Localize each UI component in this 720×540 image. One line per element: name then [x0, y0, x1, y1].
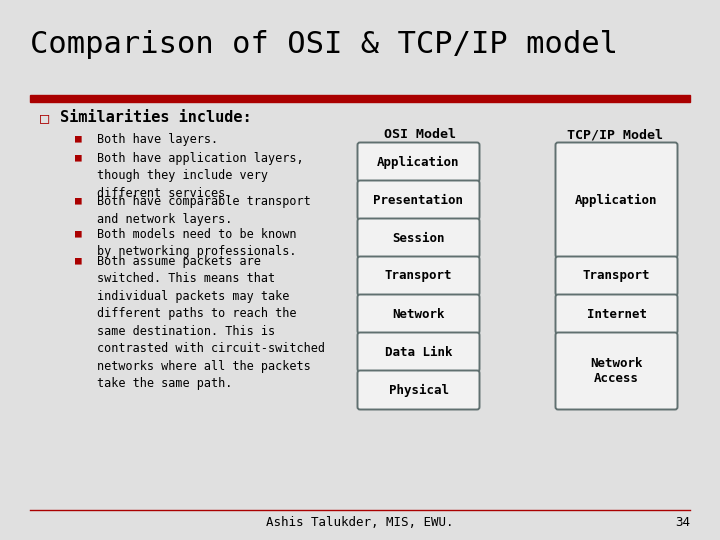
- Text: ■: ■: [75, 255, 82, 265]
- Text: Both assume packets are
switched. This means that
individual packets may take
di: Both assume packets are switched. This m…: [97, 255, 325, 390]
- Text: Session: Session: [392, 232, 445, 245]
- Text: TCP/IP Model: TCP/IP Model: [567, 128, 663, 141]
- Text: Physical: Physical: [389, 383, 449, 396]
- FancyBboxPatch shape: [556, 294, 678, 334]
- Text: ■: ■: [75, 195, 82, 205]
- Text: Network
Access: Network Access: [590, 357, 643, 385]
- FancyBboxPatch shape: [358, 219, 480, 258]
- FancyBboxPatch shape: [358, 370, 480, 409]
- Text: Application: Application: [377, 156, 460, 168]
- Bar: [30, 95, 690, 102]
- Text: ■: ■: [75, 152, 82, 162]
- FancyBboxPatch shape: [358, 256, 480, 295]
- Text: ■: ■: [75, 133, 82, 143]
- FancyBboxPatch shape: [556, 333, 678, 409]
- Text: 34: 34: [675, 516, 690, 529]
- Text: Comparison of OSI & TCP/IP model: Comparison of OSI & TCP/IP model: [30, 30, 618, 59]
- Text: Both have application layers,
though they include very
different services.: Both have application layers, though the…: [97, 152, 304, 200]
- FancyBboxPatch shape: [358, 180, 480, 219]
- Text: Transport: Transport: [582, 269, 650, 282]
- Text: Application: Application: [575, 193, 658, 206]
- FancyBboxPatch shape: [358, 333, 480, 372]
- Text: Network: Network: [392, 307, 445, 321]
- FancyBboxPatch shape: [556, 143, 678, 258]
- Text: Ashis Talukder, MIS, EWU.: Ashis Talukder, MIS, EWU.: [266, 516, 454, 529]
- Text: □: □: [40, 110, 49, 125]
- Text: OSI Model: OSI Model: [384, 128, 456, 141]
- FancyBboxPatch shape: [358, 143, 480, 181]
- Text: Both have layers.: Both have layers.: [97, 133, 218, 146]
- FancyBboxPatch shape: [358, 294, 480, 334]
- Text: Similarities include:: Similarities include:: [60, 110, 251, 125]
- FancyBboxPatch shape: [556, 256, 678, 295]
- Text: Both have comparable transport
and network layers.: Both have comparable transport and netwo…: [97, 195, 311, 226]
- Text: ■: ■: [75, 228, 82, 238]
- Text: Both models need to be known
by networking professionals.: Both models need to be known by networki…: [97, 228, 297, 259]
- Text: Presentation: Presentation: [374, 193, 464, 206]
- Text: Internet: Internet: [587, 307, 647, 321]
- Text: Transport: Transport: [384, 269, 452, 282]
- Text: Data Link: Data Link: [384, 346, 452, 359]
